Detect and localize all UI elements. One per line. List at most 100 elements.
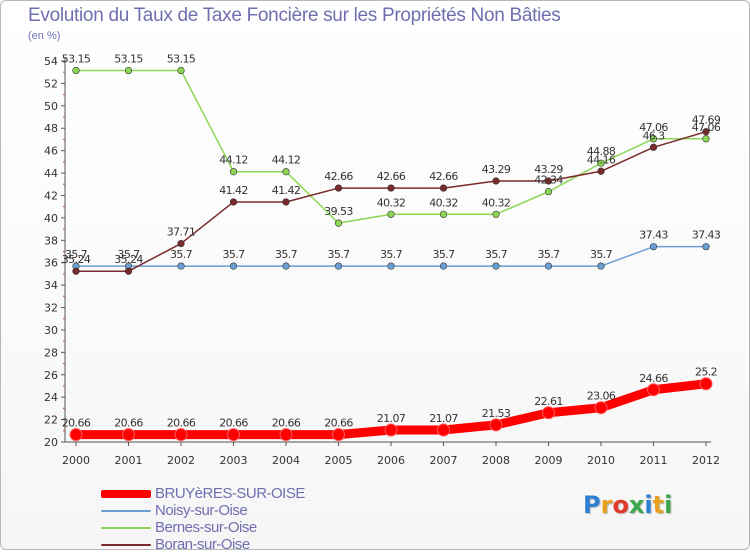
- logo-letter: x: [628, 491, 645, 519]
- data-label: 42.34: [534, 174, 563, 187]
- data-label: 20.66: [62, 417, 91, 430]
- data-label: 47.06: [692, 121, 721, 134]
- data-label: 44.12: [219, 154, 248, 167]
- logo-letter: r: [600, 491, 613, 519]
- data-point: [72, 66, 80, 75]
- data-point: [544, 262, 553, 270]
- x-tick-label: 2003: [220, 454, 248, 467]
- y-tick-label: 42: [44, 189, 58, 202]
- data-label: 44.16: [587, 153, 616, 166]
- data-label: 37.43: [639, 229, 668, 242]
- data-label: 21.07: [377, 412, 406, 425]
- data-point: [124, 267, 133, 275]
- data-label: 40.32: [429, 196, 458, 209]
- logo-letter: t: [652, 491, 665, 519]
- x-tick-label: 2005: [325, 454, 353, 467]
- y-tick-label: 30: [44, 324, 58, 337]
- y-tick-label: 50: [44, 100, 58, 113]
- data-point: [124, 66, 133, 75]
- x-tick-label: 2002: [167, 454, 195, 467]
- data-point: [649, 143, 658, 151]
- data-label: 43.29: [534, 163, 563, 176]
- data-label: 40.32: [482, 196, 511, 209]
- data-label: 35.7: [380, 248, 403, 261]
- y-tick-label: 24: [44, 391, 58, 404]
- y-tick-label: 54: [44, 55, 58, 68]
- legend-label: Boran-sur-Oise: [155, 536, 250, 553]
- y-axis-unit-label: (en %): [28, 30, 61, 42]
- y-tick-label: 28: [44, 346, 58, 359]
- data-point: [647, 383, 660, 397]
- legend-swatch: [101, 490, 151, 498]
- data-point: [544, 177, 553, 185]
- data-point: [437, 423, 450, 437]
- data-point: [229, 198, 238, 206]
- data-label: 35.24: [114, 253, 143, 266]
- data-label: 35.7: [432, 248, 455, 261]
- data-label: 21.53: [482, 407, 511, 420]
- x-tick-label: 2000: [62, 454, 90, 467]
- legend-label: Bernes-sur-Oise: [155, 519, 257, 536]
- data-point: [597, 262, 605, 270]
- data-label: 53.15: [167, 53, 196, 66]
- x-tick-label: 2006: [377, 454, 405, 467]
- data-label: 37.43: [692, 229, 721, 242]
- data-label: 35.7: [170, 248, 193, 261]
- data-label: 53.15: [114, 53, 143, 66]
- data-label: 42.66: [377, 170, 406, 183]
- data-label: 40.32: [377, 196, 406, 209]
- data-point: [332, 428, 345, 442]
- data-label: 20.66: [114, 417, 143, 430]
- data-point: [387, 184, 395, 192]
- data-point: [227, 428, 240, 442]
- data-point: [439, 262, 448, 270]
- y-tick-label: 38: [44, 234, 58, 247]
- series-boran-sur-oise: [72, 128, 710, 275]
- data-label: 44.12: [272, 154, 301, 167]
- data-point: [649, 135, 658, 143]
- x-tick-label: 2011: [640, 454, 668, 467]
- data-point: [702, 243, 710, 251]
- data-point: [282, 168, 290, 176]
- data-point: [542, 406, 555, 420]
- y-tick-label: 46: [44, 145, 58, 158]
- data-label: 35.7: [590, 248, 613, 261]
- x-tick-label: 2008: [482, 454, 510, 467]
- data-label: 21.07: [429, 412, 458, 425]
- series-bernes-sur-oise: [72, 66, 710, 227]
- data-label: 25.2: [695, 366, 717, 379]
- data-label: 42.66: [324, 170, 353, 183]
- data-point: [69, 428, 83, 442]
- data-label: 35.7: [65, 248, 88, 261]
- data-label: 20.66: [167, 417, 196, 430]
- legend-label: Noisy-sur-Oise: [155, 502, 248, 519]
- data-point: [439, 184, 448, 192]
- y-tick-label: 40: [44, 212, 58, 225]
- line-chart: 20 22 24 26 28 30 32 34 36 38 40 42 44 46 48 50 52 54 2000…: [44, 53, 721, 467]
- y-tick-label: 52: [44, 77, 58, 90]
- logo-letter: i: [644, 491, 653, 519]
- data-point: [177, 66, 185, 75]
- y-tick-label: 20: [44, 436, 58, 449]
- y-tick-label: 32: [44, 302, 58, 315]
- data-label: 35.7: [327, 248, 350, 261]
- data-point: [334, 219, 343, 227]
- data-label: 35.7: [485, 248, 508, 261]
- data-point: [597, 167, 605, 175]
- data-point: [702, 135, 710, 143]
- logo-letter: i: [664, 491, 673, 519]
- data-label: 35.7: [275, 248, 298, 261]
- data-label: 47.06: [639, 121, 668, 134]
- proxiti-logo: Proxiti: [583, 491, 672, 519]
- data-point: [492, 210, 500, 218]
- data-label: 20.66: [324, 417, 353, 430]
- x-tick-label: 2007: [430, 454, 458, 467]
- data-point: [702, 128, 710, 136]
- data-point: [439, 210, 448, 218]
- data-label: 39.53: [324, 205, 353, 218]
- data-label: 35.7: [537, 248, 560, 261]
- data-label: 20.66: [272, 417, 301, 430]
- y-tick-label: 26: [44, 369, 58, 382]
- y-tick-label: 34: [44, 279, 58, 292]
- data-label: 24.66: [639, 372, 668, 385]
